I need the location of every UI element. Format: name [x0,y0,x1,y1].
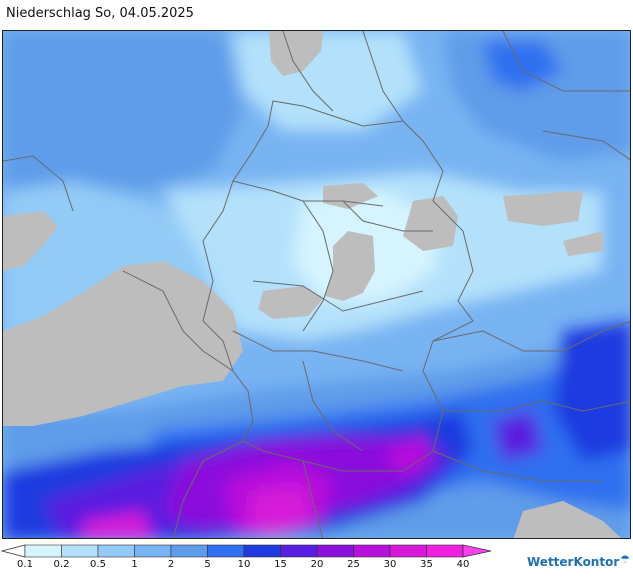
no-data-areas [3,31,621,538]
borders [3,31,630,538]
legend-tick-label: 10 [237,559,251,570]
precipitation-legend [0,541,500,577]
legend-tick-label: 0.1 [17,559,33,570]
legend-swatch [426,544,464,558]
legend-arrow-low [0,544,26,558]
legend-tick-label: 40 [456,559,470,570]
legend-tick-label: 20 [310,559,324,570]
legend-swatch [170,544,208,558]
legend-tick-label: 15 [274,559,287,570]
legend-swatch [389,544,427,558]
map-title: Niederschlag So, 04.05.2025 [6,6,194,21]
legend-tick-label: 35 [420,559,433,570]
legend-tick-label: 1 [131,559,138,570]
legend-tick-label: 2 [167,559,175,570]
legend-tick-label: 25 [347,559,360,570]
legend-swatch [243,544,281,558]
legend-swatch [61,544,99,558]
legend-swatch [24,544,62,558]
legend-tick-label: 0.5 [90,559,106,570]
map-canvas [3,31,630,538]
legend-swatch [97,544,135,558]
legend-swatch [207,544,245,558]
legend-tick-label: 30 [383,559,397,570]
legend-swatch [134,544,172,558]
umbrella-icon: ☂ [620,553,630,566]
legend-tick-label: 0.2 [53,559,70,570]
precipitation-map[interactable] [2,30,631,539]
legend-swatch [280,544,318,558]
legend-swatch [316,544,354,558]
brand-logo-text: WetterKontor [527,555,620,569]
legend-swatch [353,544,391,558]
legend-tick-label: 5 [204,559,211,570]
legend-bar [0,544,492,558]
legend-arrow-high [462,544,492,558]
precip-field [3,31,630,538]
